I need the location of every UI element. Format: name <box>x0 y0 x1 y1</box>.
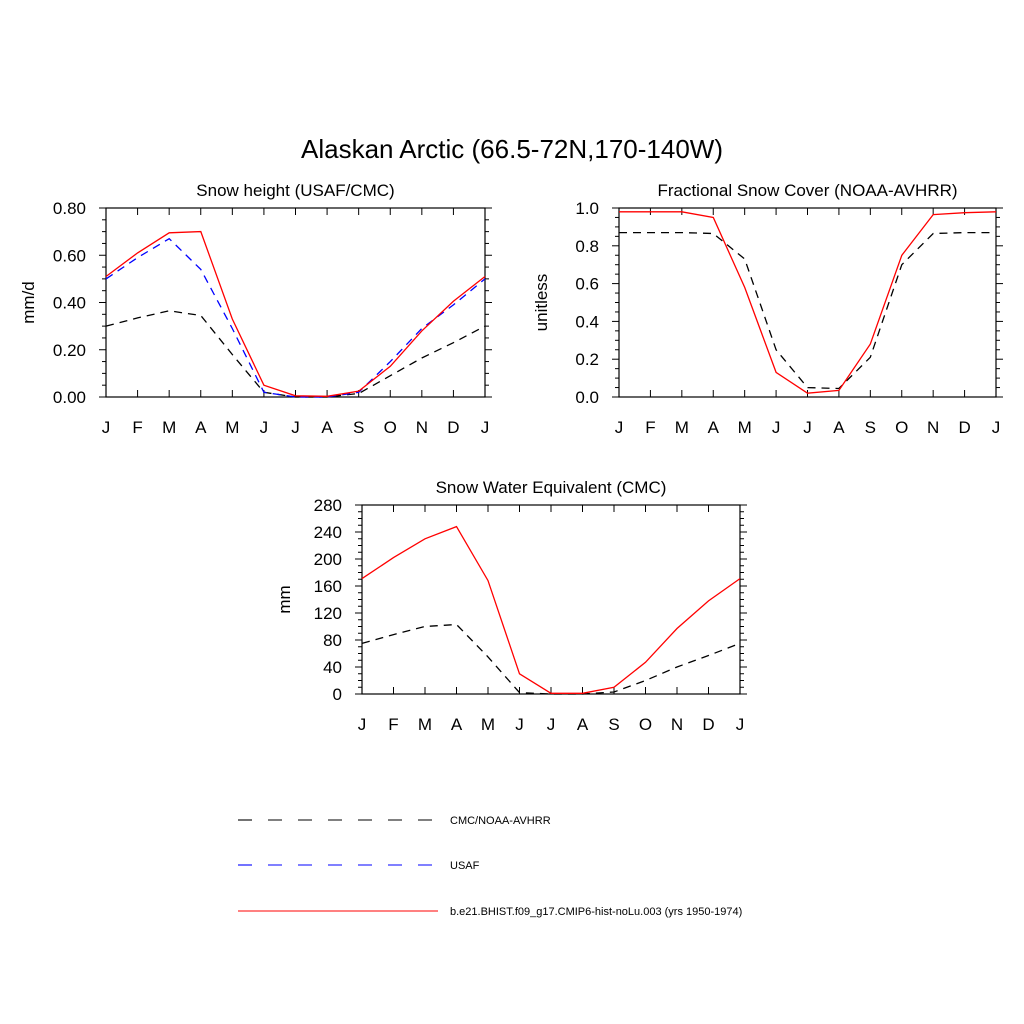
x-tick-label: A <box>451 715 463 734</box>
y-tick-label: 0.00 <box>53 388 86 407</box>
legend-entry: USAF <box>238 860 480 872</box>
x-tick-label: N <box>927 418 939 437</box>
series-line <box>619 231 996 390</box>
figure-title: Alaskan Arctic (66.5-72N,170-140W) <box>301 134 723 164</box>
y-tick-label: 200 <box>314 550 342 569</box>
y-tick-label: 0 <box>333 685 342 704</box>
y-tick-label: 0.20 <box>53 341 86 360</box>
x-tick-label: A <box>577 715 589 734</box>
x-tick-label: M <box>418 715 432 734</box>
series-line <box>619 211 997 394</box>
y-tick-label: 0.0 <box>575 388 599 407</box>
x-tick-label: J <box>481 418 490 437</box>
x-tick-label: J <box>615 418 624 437</box>
y-tick-label: 0.60 <box>53 246 86 265</box>
x-tick-label: M <box>162 418 176 437</box>
x-tick-label: N <box>416 418 428 437</box>
legend-label: CMC/NOAA-AVHRR <box>450 815 551 827</box>
x-tick-label: M <box>675 418 689 437</box>
legend-label: USAF <box>450 860 480 872</box>
x-tick-label: J <box>291 418 300 437</box>
y-tick-label: 0.4 <box>575 312 599 331</box>
x-tick-label: J <box>102 418 111 437</box>
chart-title: Fractional Snow Cover (NOAA-AVHRR) <box>657 181 957 200</box>
y-tick-label: 40 <box>323 658 342 677</box>
legend-entry: b.e21.BHIST.f09_g17.CMIP6-hist-noLu.003 … <box>238 906 742 918</box>
series-line <box>105 230 486 397</box>
y-tick-label: 280 <box>314 496 342 515</box>
plot-frame <box>361 504 741 695</box>
x-tick-label: A <box>833 418 845 437</box>
x-tick-label: D <box>447 418 459 437</box>
x-tick-label: M <box>481 715 495 734</box>
y-axis-label: mm/d <box>19 281 38 324</box>
y-tick-label: 160 <box>314 577 342 596</box>
x-tick-label: J <box>515 715 524 734</box>
y-tick-label: 0.6 <box>575 275 599 294</box>
x-tick-label: O <box>639 715 652 734</box>
y-tick-label: 0.80 <box>53 199 86 218</box>
chart-snow-height: Snow height (USAF/CMC)mm/dJ F M A M J J A S O N D J0… <box>19 181 492 437</box>
x-tick-label: J <box>772 418 781 437</box>
x-tick-label: S <box>353 418 364 437</box>
legend: CMC/NOAA-AVHRR USAF b.e21.BHIST.f09_g17.CM… <box>238 815 742 918</box>
legend-entry: CMC/NOAA-AVHRR <box>238 815 551 827</box>
chart-title: Snow Water Equivalent (CMC) <box>436 478 667 497</box>
y-tick-label: 0.40 <box>53 294 86 313</box>
chart-snow-water-equivalent: Snow Water Equivalent (CMC)mmJ F M A M J J A S O N… <box>275 478 747 734</box>
x-tick-label: F <box>132 418 142 437</box>
y-tick-label: 80 <box>323 631 342 650</box>
x-tick-label: M <box>225 418 239 437</box>
y-tick-label: 0.2 <box>575 350 599 369</box>
y-axis-label: unitless <box>532 274 551 332</box>
x-tick-label: A <box>195 418 207 437</box>
x-tick-label: S <box>865 418 876 437</box>
x-tick-label: O <box>384 418 397 437</box>
x-tick-label: F <box>388 715 398 734</box>
plot-frame <box>618 207 997 398</box>
series-line <box>361 623 741 695</box>
x-tick-label: J <box>992 418 1001 437</box>
x-tick-label: D <box>702 715 714 734</box>
legend-label: b.e21.BHIST.f09_g17.CMIP6-hist-noLu.003 … <box>450 906 742 918</box>
series-line <box>105 237 486 398</box>
x-tick-label: J <box>736 715 745 734</box>
y-tick-label: 0.8 <box>575 237 599 256</box>
series-line <box>105 310 486 398</box>
y-axis-label: mm <box>275 585 294 613</box>
x-tick-label: D <box>958 418 970 437</box>
x-tick-label: A <box>708 418 720 437</box>
y-tick-label: 120 <box>314 604 342 623</box>
x-tick-label: A <box>321 418 333 437</box>
x-tick-label: O <box>895 418 908 437</box>
x-tick-label: J <box>260 418 269 437</box>
y-tick-label: 1.0 <box>575 199 599 218</box>
x-tick-label: J <box>547 715 556 734</box>
chart-fractional-snow-cover: Fractional Snow Cover (NOAA-AVHRR) unitle… <box>532 181 1003 437</box>
x-tick-label: S <box>608 715 619 734</box>
y-tick-label: 240 <box>314 523 342 542</box>
x-tick-label: M <box>738 418 752 437</box>
x-tick-label: J <box>803 418 812 437</box>
x-tick-label: J <box>358 715 367 734</box>
chart-title: Snow height (USAF/CMC) <box>196 181 394 200</box>
x-tick-label: F <box>645 418 655 437</box>
series-line <box>361 525 741 694</box>
x-tick-label: N <box>671 715 683 734</box>
